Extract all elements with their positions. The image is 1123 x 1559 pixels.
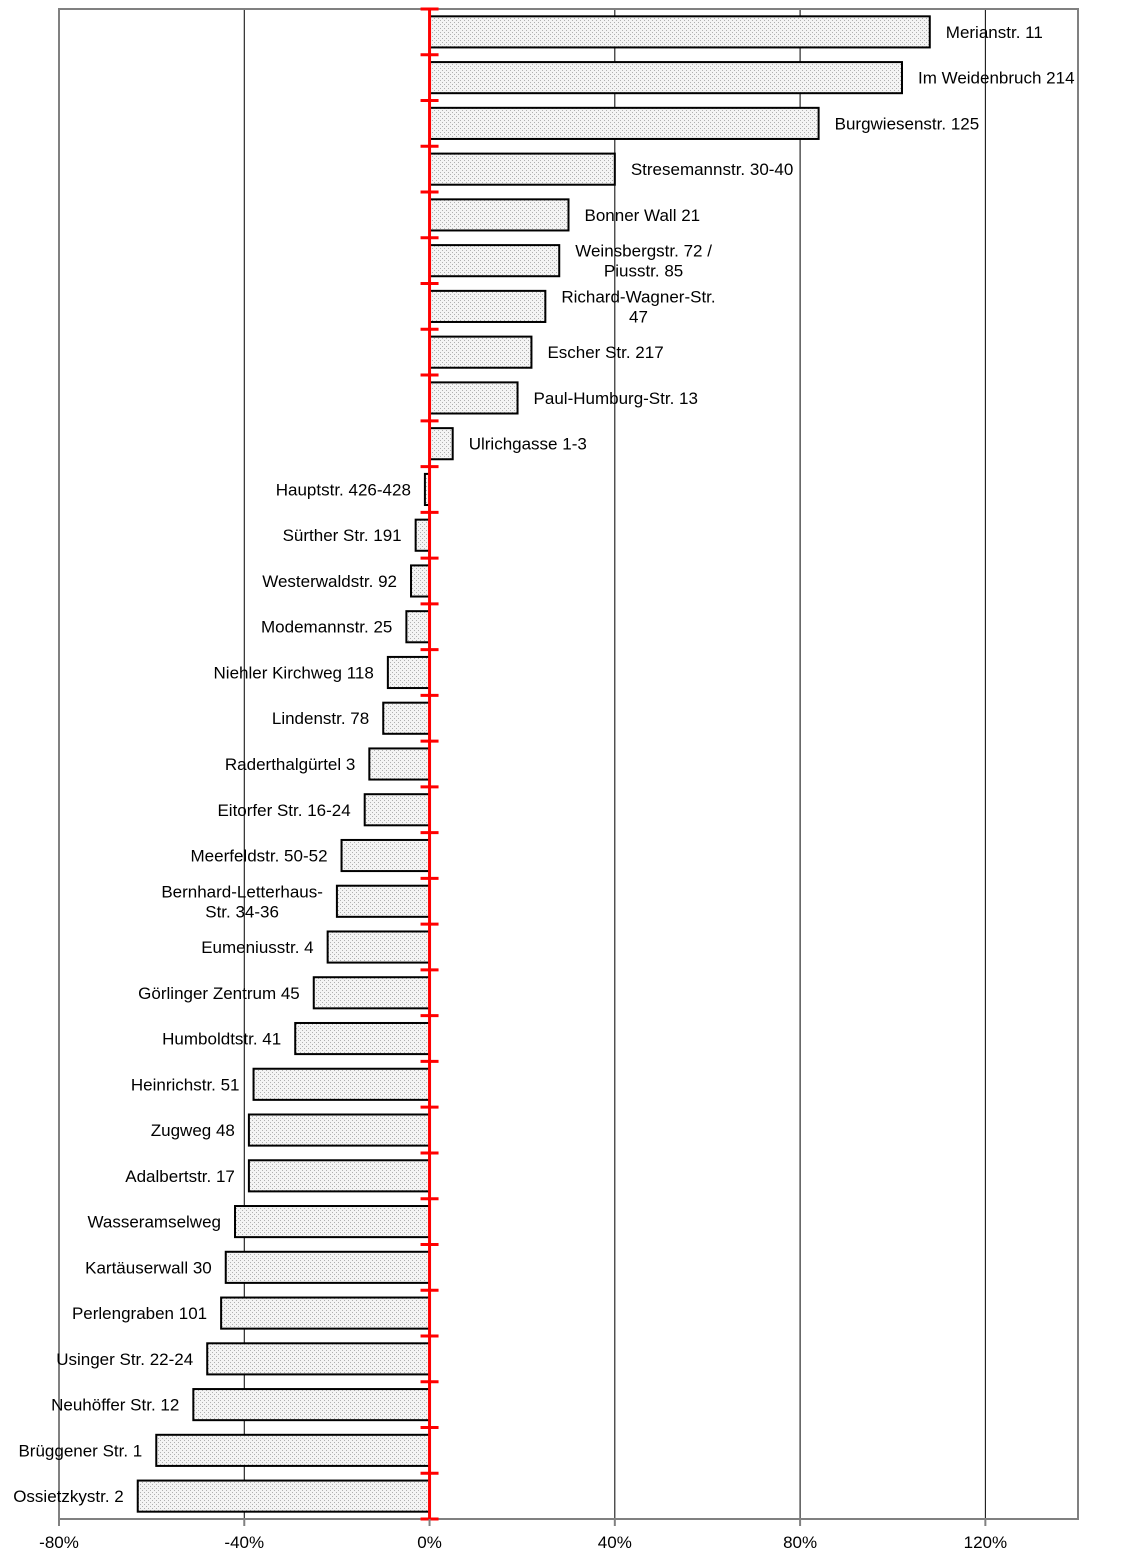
bar-11 [414,518,431,552]
bar-label-32: Ossietzkystr. 2 [13,1487,124,1506]
bar-24 [247,1113,431,1147]
bar-12 [410,564,431,598]
bar-1 [428,61,903,95]
bar-label-29: Usinger Str. 22-24 [56,1350,193,1369]
bar-21 [312,976,431,1010]
bar-30 [192,1388,431,1422]
plot-frame [58,8,1079,1520]
bar-15 [382,701,431,735]
bar-29 [206,1342,431,1376]
bar-label-18: Meerfeldstr. 50-52 [191,847,328,866]
bar-series [136,15,931,1513]
bar-14 [386,655,431,690]
bar-label-26: Wasseramselweg [87,1213,221,1232]
bar-label-8: Paul-Humburg-Str. 13 [534,389,698,408]
bar-label-22: Humboldtstr. 41 [162,1030,281,1049]
bar-label-9: Ulrichgasse 1-3 [469,435,587,454]
bar-label-5: Weinsbergstr. 72 /Piusstr. 85 [575,242,712,281]
bar-5 [428,244,561,278]
x-tick-label-5: 120% [964,1533,1007,1552]
bar-13 [405,610,431,644]
bar-31 [155,1433,431,1467]
bar-label-17: Eitorfer Str. 16-24 [217,801,350,820]
x-tick-label-0: -80% [39,1533,79,1552]
bar-label-31: Brüggener Str. 1 [18,1441,142,1460]
bar-label-25: Adalbertstr. 17 [125,1167,235,1186]
x-tick-label-4: 80% [783,1533,817,1552]
bar-label-28: Perlengraben 101 [72,1304,207,1323]
bar-25 [247,1159,431,1193]
bar-label-23: Heinrichstr. 51 [131,1075,240,1094]
bar-label-10: Hauptstr. 426-428 [276,480,411,499]
bar-labels: Merianstr. 11 Im Weidenbruch 214 Burgwiese… [13,23,1074,1506]
grid-lines [243,9,986,1519]
bar-16 [368,747,431,781]
bar-8 [428,381,519,415]
bar-32 [136,1479,431,1513]
bar-label-15: Lindenstr. 78 [272,709,369,728]
bar-label-19: Bernhard-Letterhaus-Str. 34-36 [161,882,323,921]
bar-23 [252,1067,431,1101]
bar-17 [363,793,431,827]
bar-label-13: Modemannstr. 25 [261,618,392,637]
bar-4 [428,198,570,232]
bar-20 [326,930,431,964]
bar-27 [224,1250,431,1284]
bar-label-4: Bonner Wall 21 [585,206,701,225]
bar-18 [340,838,431,873]
bar-label-2: Burgwiesenstr. 125 [835,114,980,133]
bar-label-30: Neuhöffer Str. 12 [51,1396,179,1415]
bar-28 [220,1296,431,1330]
x-tick-label-1: -40% [224,1533,264,1552]
zero-axis [420,7,439,1521]
bar-label-21: Görlinger Zentrum 45 [138,984,300,1003]
bar-label-11: Sürther Str. 191 [283,526,402,545]
bar-7 [428,335,533,369]
bar-label-3: Stresemannstr. 30-40 [631,160,794,179]
bar-label-20: Eumeniusstr. 4 [201,938,313,957]
bar-label-12: Westerwaldstr. 92 [262,572,397,591]
bar-3 [428,152,616,186]
bar-label-14: Niehler Kirchweg 118 [214,663,374,682]
bar-19 [335,884,431,918]
bar-2 [428,106,820,140]
x-tick-label-3: 40% [598,1533,632,1552]
bar-label-1: Im Weidenbruch 214 [918,69,1075,88]
bar-label-7: Escher Str. 217 [547,343,663,362]
bar-label-0: Merianstr. 11 [946,23,1043,42]
bar-label-24: Zugweg 48 [151,1121,235,1140]
x-axis-ticks: -80% -40% 0% 40% 80% 120% [39,1519,1007,1552]
bar-9 [428,427,454,461]
bar-label-27: Kartäuserwall 30 [85,1258,212,1277]
bar-0 [428,15,931,49]
bar-26 [234,1205,431,1239]
x-tick-label-2: 0% [417,1533,442,1552]
bar-label-16: Raderthalgürtel 3 [225,755,355,774]
bar-6 [428,289,547,323]
bar-22 [294,1021,431,1056]
bar-label-6: Richard-Wagner-Str. 47 [561,287,715,326]
